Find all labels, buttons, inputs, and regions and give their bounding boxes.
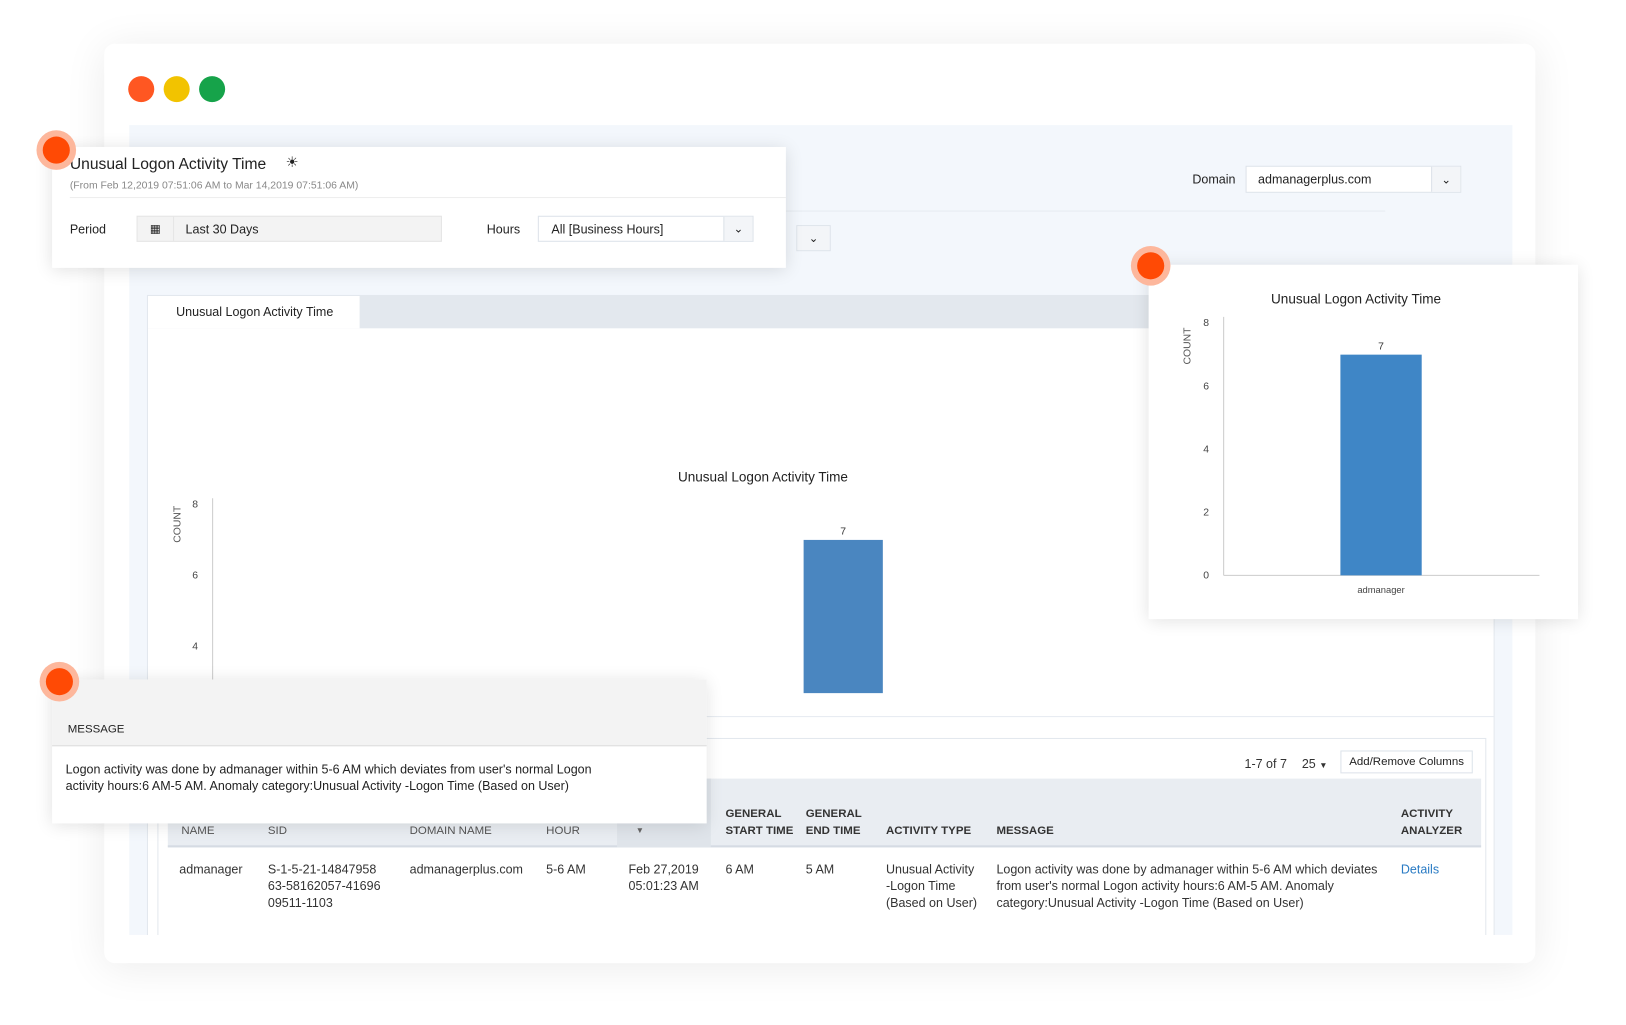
y-axis-label: COUNT — [1182, 327, 1193, 365]
window-maximize-button[interactable] — [199, 76, 226, 103]
data-label: 7 — [840, 527, 846, 538]
message-header-bar — [52, 679, 707, 747]
filter-popup: Unusual Logon Activity Time ☀ (From Feb … — [52, 146, 786, 268]
column-header[interactable]: MESSAGE — [996, 824, 1054, 837]
table-cell: 6 AM — [725, 861, 754, 877]
highlight-marker — [39, 661, 80, 702]
period-label: Period — [69, 222, 106, 237]
details-link[interactable]: Details — [1400, 861, 1440, 877]
table-cell: Feb 27,2019 05:01:23 AM — [628, 861, 699, 894]
mini-chart: Unusual Logon Activity Time COUNT 0 2 4 6 8 7 ad… — [1182, 291, 1540, 595]
y-tick-label: 4 — [1203, 444, 1209, 455]
y-axis-label: COUNT — [172, 505, 183, 543]
y-tick-label: 0 — [1203, 570, 1209, 581]
hours-select[interactable]: All [Business Hours] ⌄ — [537, 215, 754, 242]
data-label: 7 — [1378, 341, 1384, 352]
add-remove-columns-button[interactable]: Add/Remove Columns — [1340, 750, 1473, 774]
table-cell: S-1-5-21-1484795863-58162057-4169609511-… — [267, 861, 381, 910]
chart-popup: Unusual Logon Activity Time COUNT 0 2 4 6 8 7 ad… — [1148, 264, 1579, 620]
y-tick-label: 8 — [192, 500, 198, 511]
chart-title: Unusual Logon Activity Time — [678, 470, 848, 485]
hours-label: Hours — [486, 222, 521, 237]
main-chart: Unusual Logon Activity TimeCOUNT024687ad… — [172, 470, 883, 694]
domain-value: admanagerplus.com — [1258, 171, 1372, 187]
period-value: Last 30 Days — [185, 221, 259, 237]
bar — [1340, 354, 1422, 576]
bulb-icon[interactable]: ☀ — [285, 153, 299, 170]
message-popup: MESSAGE Logon activity was done by adman… — [52, 679, 707, 824]
table-cell: 5 AM — [805, 861, 835, 877]
y-tick-label: 6 — [1203, 381, 1209, 392]
calendar-icon: ▦ — [138, 216, 175, 241]
column-header[interactable]: ▼ — [636, 821, 719, 839]
chart-title: Unusual Logon Activity Time — [1271, 291, 1441, 306]
chevron-down-icon: ⌄ — [1431, 166, 1461, 192]
hidden-select[interactable]: ⌄ — [796, 225, 831, 252]
caret-down-icon: ▼ — [1319, 760, 1328, 771]
highlight-marker — [36, 130, 77, 170]
domain-select[interactable]: admanagerplus.com ⌄ — [1245, 165, 1462, 193]
domain-label: Domain — [1192, 171, 1236, 187]
table-cell: admanagerplus.com — [409, 861, 523, 877]
y-tick-label: 2 — [1203, 507, 1209, 518]
table-cell: Unusual Activity -Logon Time (Based on U… — [885, 861, 978, 910]
bar — [803, 539, 883, 694]
table-cell: 5-6 AM — [546, 861, 586, 877]
column-header[interactable]: ACTIVITY TYPE — [885, 824, 972, 837]
window-minimize-button[interactable] — [163, 76, 190, 103]
hours-value: All [Business Hours] — [551, 221, 664, 237]
table-cell: Logon activity was done by admanager wit… — [996, 861, 1378, 910]
divider — [150, 716, 1495, 718]
chevron-down-icon: ⌄ — [797, 226, 830, 251]
page-size-select[interactable]: 25 ▼ — [1302, 756, 1328, 775]
chevron-down-icon: ⌄ — [723, 216, 753, 241]
highlight-marker — [1130, 245, 1171, 286]
y-tick-label: 6 — [192, 570, 198, 581]
sort-desc-icon: ▼ — [635, 825, 645, 835]
x-tick-label: admanager — [1357, 585, 1404, 595]
date-range: (From Feb 12,2019 07:51:06 AM to Mar 14,… — [69, 180, 359, 192]
column-header[interactable]: GENERAL START TIME — [725, 807, 794, 837]
column-header[interactable]: HOUR — [546, 824, 580, 837]
table-cell: admanager — [179, 861, 243, 877]
period-select[interactable]: ▦ Last 30 Days — [136, 215, 442, 242]
divider — [69, 196, 786, 199]
column-header[interactable]: ACTIVITY ANALYZER — [1400, 807, 1463, 837]
message-header: MESSAGE — [67, 723, 125, 736]
y-tick-label: 8 — [1203, 318, 1209, 329]
report-title: Unusual Logon Activity Time — [69, 155, 267, 174]
y-tick-label: 4 — [192, 641, 198, 652]
column-header[interactable]: GENERAL END TIME — [805, 807, 862, 837]
tab-unusual-logon[interactable]: Unusual Logon Activity Time — [148, 296, 360, 329]
window-close-button[interactable] — [128, 76, 155, 103]
column-header[interactable]: DOMAIN NAME — [409, 824, 492, 837]
column-header[interactable]: NAME — [181, 824, 215, 837]
message-text: Logon activity was done by admanager wit… — [65, 761, 592, 794]
page-size-value: 25 — [1301, 756, 1316, 772]
column-header[interactable]: SID — [267, 824, 287, 837]
pagination-info: 1-7 of 7 — [1244, 756, 1287, 772]
